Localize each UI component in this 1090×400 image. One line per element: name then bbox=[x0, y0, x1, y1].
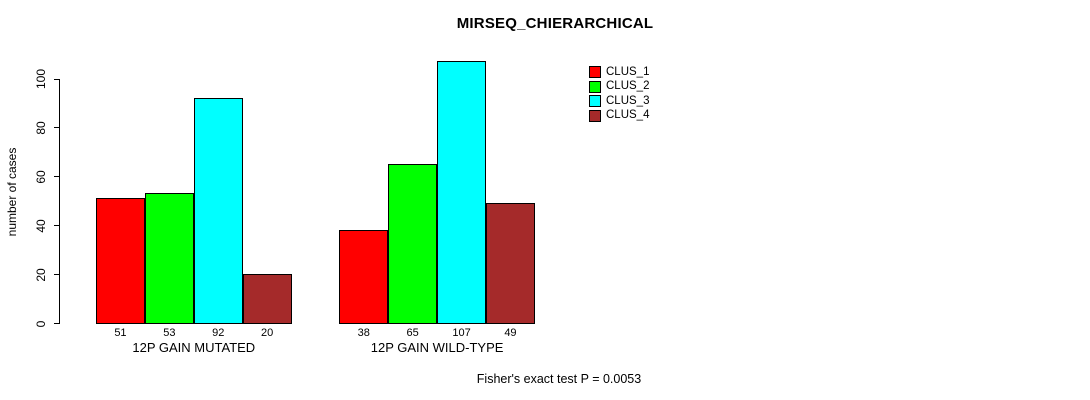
bar-value-label: 38 bbox=[357, 327, 370, 339]
bar-clus_1-group2 bbox=[339, 230, 389, 324]
y-axis-tick-label: 60 bbox=[34, 170, 48, 184]
chart-title: MIRSEQ_CHIERARCHICAL bbox=[456, 15, 654, 32]
y-axis-tick-label: 0 bbox=[34, 320, 48, 327]
bar-value-label: 107 bbox=[452, 327, 471, 339]
y-axis-tick-label: 100 bbox=[34, 68, 48, 90]
legend-label: CLUS_2 bbox=[606, 80, 650, 92]
bar-value-label: 49 bbox=[504, 327, 517, 339]
legend-swatch-clus_4 bbox=[589, 109, 601, 122]
legend-swatch-clus_2 bbox=[589, 80, 601, 93]
bar-clus_3-group1 bbox=[193, 98, 243, 324]
bar-value-label: 92 bbox=[212, 327, 225, 339]
bar-clus_4-group2 bbox=[486, 203, 535, 324]
legend-label: CLUS_1 bbox=[606, 65, 650, 78]
y-axis-title: number of cases bbox=[5, 147, 19, 237]
group-label: 12P GAIN WILD-TYPE bbox=[370, 340, 504, 355]
y-axis-line bbox=[58, 78, 60, 324]
y-axis-tick bbox=[53, 78, 59, 80]
legend-label: CLUS_3 bbox=[606, 94, 650, 107]
y-axis-tick-label: 40 bbox=[34, 219, 48, 233]
legend-row: CLUS_4 bbox=[589, 109, 649, 124]
y-axis-tick bbox=[53, 225, 59, 227]
bar-clus_3-group2 bbox=[437, 61, 486, 324]
legend: CLUS_1 CLUS_2 CLUS_3 CLUS_4 bbox=[589, 65, 649, 123]
y-axis-tick bbox=[53, 274, 59, 276]
bar-clus_4-group1 bbox=[242, 274, 292, 324]
bar-clus_2-group1 bbox=[144, 193, 194, 324]
legend-row: CLUS_2 bbox=[589, 80, 649, 95]
y-axis-tick bbox=[53, 127, 59, 129]
y-axis-tick-label: 20 bbox=[34, 267, 48, 282]
bar-clus_1-group1 bbox=[96, 198, 145, 324]
legend-label: CLUS_4 bbox=[606, 109, 650, 121]
legend-swatch-clus_3 bbox=[589, 95, 601, 108]
bar-value-label: 65 bbox=[406, 327, 419, 339]
bar-value-label: 53 bbox=[163, 327, 176, 339]
group-label: 12P GAIN MUTATED bbox=[132, 340, 256, 355]
legend-row: CLUS_3 bbox=[589, 94, 649, 109]
legend-swatch-clus_1 bbox=[589, 66, 601, 79]
annotation-text: Fisher's exact test P = 0.0053 bbox=[476, 372, 642, 386]
y-axis-tick-label: 80 bbox=[34, 121, 48, 135]
legend-row: CLUS_1 bbox=[589, 65, 649, 80]
y-axis-tick bbox=[53, 176, 59, 178]
bar-value-label: 20 bbox=[261, 327, 274, 339]
bar-clus_2-group2 bbox=[388, 164, 438, 324]
bar-value-label: 51 bbox=[114, 327, 127, 339]
y-axis-tick bbox=[53, 323, 59, 324]
